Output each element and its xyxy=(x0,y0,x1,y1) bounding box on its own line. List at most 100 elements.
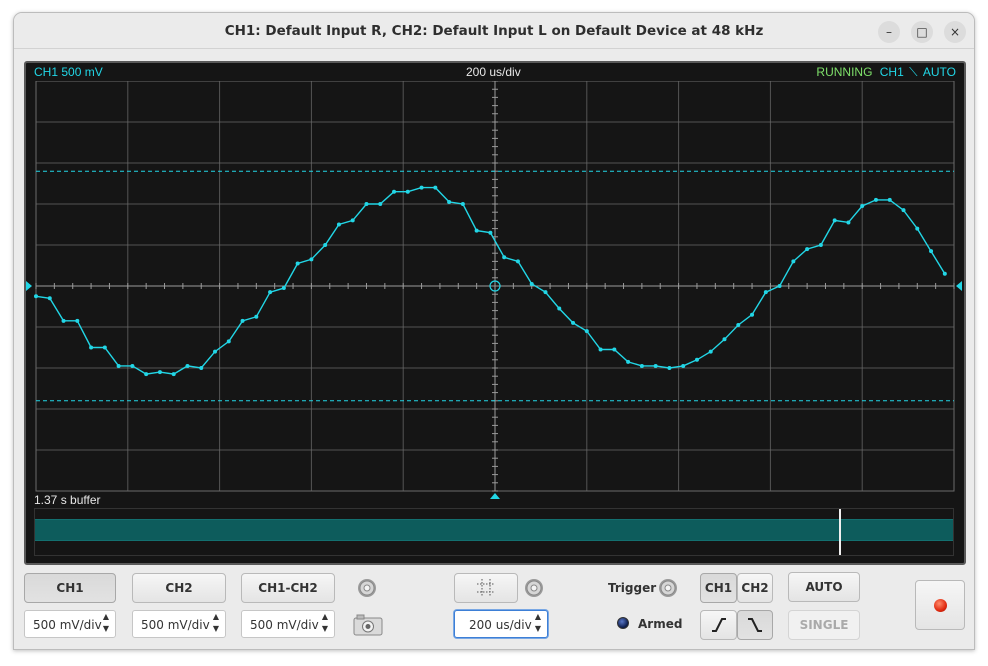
trace-point xyxy=(61,318,66,323)
trace-point xyxy=(915,226,920,231)
ch1-scale-label: CH1 500 mV xyxy=(34,65,103,79)
trace-point xyxy=(171,372,176,377)
trace-point xyxy=(612,347,617,352)
trace-point xyxy=(460,202,465,206)
trace-point xyxy=(213,349,218,354)
trace-point xyxy=(336,222,341,227)
trigger-channel-status: CH1 xyxy=(879,65,904,79)
spin-down-icon[interactable]: ▼ xyxy=(321,624,329,633)
ch1-scale-value: 500 mV/div xyxy=(33,618,102,632)
ch1-scale-spinbox[interactable]: 500 mV/div ▲ ▼ xyxy=(24,610,116,638)
buffer-overview[interactable] xyxy=(34,508,954,556)
trace-point xyxy=(626,359,631,364)
trigger-point-marker xyxy=(489,280,501,292)
ch1-scale-arrows[interactable]: ▲ ▼ xyxy=(97,611,115,637)
ch2-scale-arrows[interactable]: ▲ ▼ xyxy=(207,611,225,637)
window-title: CH1: Default Input R, CH2: Default Input… xyxy=(224,23,764,39)
trace-point xyxy=(598,347,603,352)
ch1-offset-marker xyxy=(26,281,32,291)
trace-point xyxy=(240,318,245,323)
screenshot-camera-icon[interactable] xyxy=(353,614,383,636)
trace-point xyxy=(419,185,424,190)
trace-point xyxy=(681,363,686,368)
trace-point xyxy=(777,284,782,288)
timebase-arrows[interactable]: ▲ ▼ xyxy=(529,611,547,637)
spin-up-icon[interactable]: ▲ xyxy=(212,612,220,621)
ch1-ch2-scale-arrows[interactable]: ▲ ▼ xyxy=(316,611,334,637)
trace-point xyxy=(639,363,644,368)
ch1-trace xyxy=(34,185,947,377)
ch1-ch2-scale-spinbox[interactable]: 500 mV/div ▲ ▼ xyxy=(241,610,335,638)
trigger-label: Trigger xyxy=(608,581,657,595)
trace-point xyxy=(364,202,369,206)
close-button[interactable]: × xyxy=(944,21,966,43)
running-status: RUNNING xyxy=(816,65,873,79)
trace-point xyxy=(144,372,149,377)
crosshair-grid-icon xyxy=(477,579,495,597)
trace-point xyxy=(805,247,810,252)
buffer-waveform xyxy=(35,519,953,541)
trace-point xyxy=(887,197,892,202)
trigger-slope-status-icon: ⟍ xyxy=(909,65,918,79)
trace-point xyxy=(846,220,851,225)
timebase-settings-gear-icon[interactable] xyxy=(523,577,545,599)
channel-settings-gear-icon[interactable] xyxy=(356,577,378,599)
trace-point xyxy=(268,290,273,295)
spin-up-icon[interactable]: ▲ xyxy=(102,612,110,621)
trace-line xyxy=(35,186,946,375)
ch1-ch2-button[interactable]: CH1-CH2 xyxy=(241,573,335,603)
trigger-ch1-button[interactable]: CH1 xyxy=(700,573,737,603)
trigger-ch2-button[interactable]: CH2 xyxy=(737,573,773,603)
trace-point xyxy=(488,230,493,235)
trace-point xyxy=(199,366,204,370)
rising-edge-button[interactable] xyxy=(700,610,737,640)
waveform-plot[interactable] xyxy=(26,81,964,511)
ch1-button[interactable]: CH1 xyxy=(24,573,116,603)
trace-point xyxy=(474,228,479,233)
spin-down-icon[interactable]: ▼ xyxy=(212,624,220,633)
trace-point xyxy=(102,345,107,350)
titlebar[interactable]: CH1: Default Input R, CH2: Default Input… xyxy=(14,13,974,49)
ch2-scale-spinbox[interactable]: 500 mV/div ▲ ▼ xyxy=(132,610,226,638)
armed-label: Armed xyxy=(638,617,683,631)
scope-display[interactable]: CH1 500 mV 200 us/div RUNNING CH1 ⟍ AUTO… xyxy=(24,61,966,565)
spin-up-icon[interactable]: ▲ xyxy=(534,612,542,621)
trace-point xyxy=(392,189,397,194)
trace-point xyxy=(763,290,768,295)
trace-point xyxy=(185,363,190,368)
trace-point xyxy=(281,286,286,291)
trace-point xyxy=(832,218,837,223)
spin-down-icon[interactable]: ▼ xyxy=(534,624,542,633)
falling-edge-icon xyxy=(748,618,762,632)
trace-point xyxy=(89,345,94,350)
trace-point xyxy=(515,259,520,264)
single-button[interactable]: SINGLE xyxy=(788,610,860,640)
timebase-spinbox[interactable]: 200 us/div ▲ ▼ xyxy=(454,610,548,638)
trace-point xyxy=(584,329,589,334)
trace-point xyxy=(667,366,672,370)
buffer-label: 1.37 s buffer xyxy=(34,493,101,507)
trace-point xyxy=(557,306,562,311)
auto-button[interactable]: AUTO xyxy=(788,572,860,602)
trace-point xyxy=(543,290,548,295)
trace-point xyxy=(350,218,355,223)
maximize-button[interactable]: □ xyxy=(911,21,933,43)
trigger-settings-gear-icon[interactable] xyxy=(657,577,679,599)
ch2-scale-value: 500 mV/div xyxy=(141,618,210,632)
minimize-button[interactable]: – xyxy=(878,21,900,43)
trace-point xyxy=(130,363,135,368)
falling-edge-button[interactable] xyxy=(737,610,773,640)
spin-down-icon[interactable]: ▼ xyxy=(102,624,110,633)
trace-point xyxy=(901,208,906,213)
ch2-button[interactable]: CH2 xyxy=(132,573,226,603)
trace-point xyxy=(75,318,80,323)
cursor-grid-button[interactable] xyxy=(454,573,518,603)
trace-point xyxy=(309,257,314,262)
spin-up-icon[interactable]: ▲ xyxy=(321,612,329,621)
record-button[interactable] xyxy=(915,580,965,630)
trace-point xyxy=(736,322,741,327)
trace-point xyxy=(750,312,755,317)
trace-point xyxy=(571,320,576,325)
trigger-mode-status: AUTO xyxy=(922,65,956,79)
buffer-position-marker[interactable] xyxy=(839,509,841,555)
